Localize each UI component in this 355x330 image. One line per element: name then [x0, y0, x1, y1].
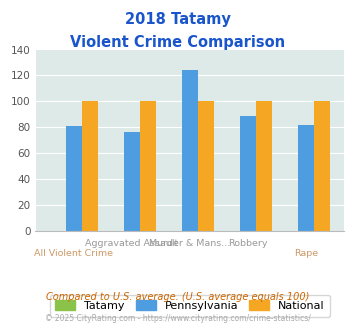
Bar: [240, 115, 256, 231]
Bar: [256, 101, 272, 231]
Bar: [124, 132, 140, 231]
Bar: [298, 125, 314, 231]
Bar: [140, 101, 156, 231]
Text: Violent Crime Comparison: Violent Crime Comparison: [70, 35, 285, 50]
Bar: [82, 101, 98, 231]
Legend: Tatamy, Pennsylvania, National: Tatamy, Pennsylvania, National: [50, 295, 330, 316]
Text: Rape: Rape: [294, 249, 318, 258]
Text: All Violent Crime: All Violent Crime: [34, 249, 113, 258]
Text: Robbery: Robbery: [228, 239, 268, 248]
Text: 2018 Tatamy: 2018 Tatamy: [125, 12, 230, 26]
Bar: [198, 101, 214, 231]
Bar: [182, 70, 198, 231]
Text: Compared to U.S. average. (U.S. average equals 100): Compared to U.S. average. (U.S. average …: [46, 292, 309, 302]
Bar: [314, 101, 330, 231]
Text: © 2025 CityRating.com - https://www.cityrating.com/crime-statistics/: © 2025 CityRating.com - https://www.city…: [45, 314, 310, 323]
Bar: [66, 126, 82, 231]
Text: Aggravated Assault: Aggravated Assault: [85, 239, 179, 248]
Text: Murder & Mans...: Murder & Mans...: [149, 239, 230, 248]
